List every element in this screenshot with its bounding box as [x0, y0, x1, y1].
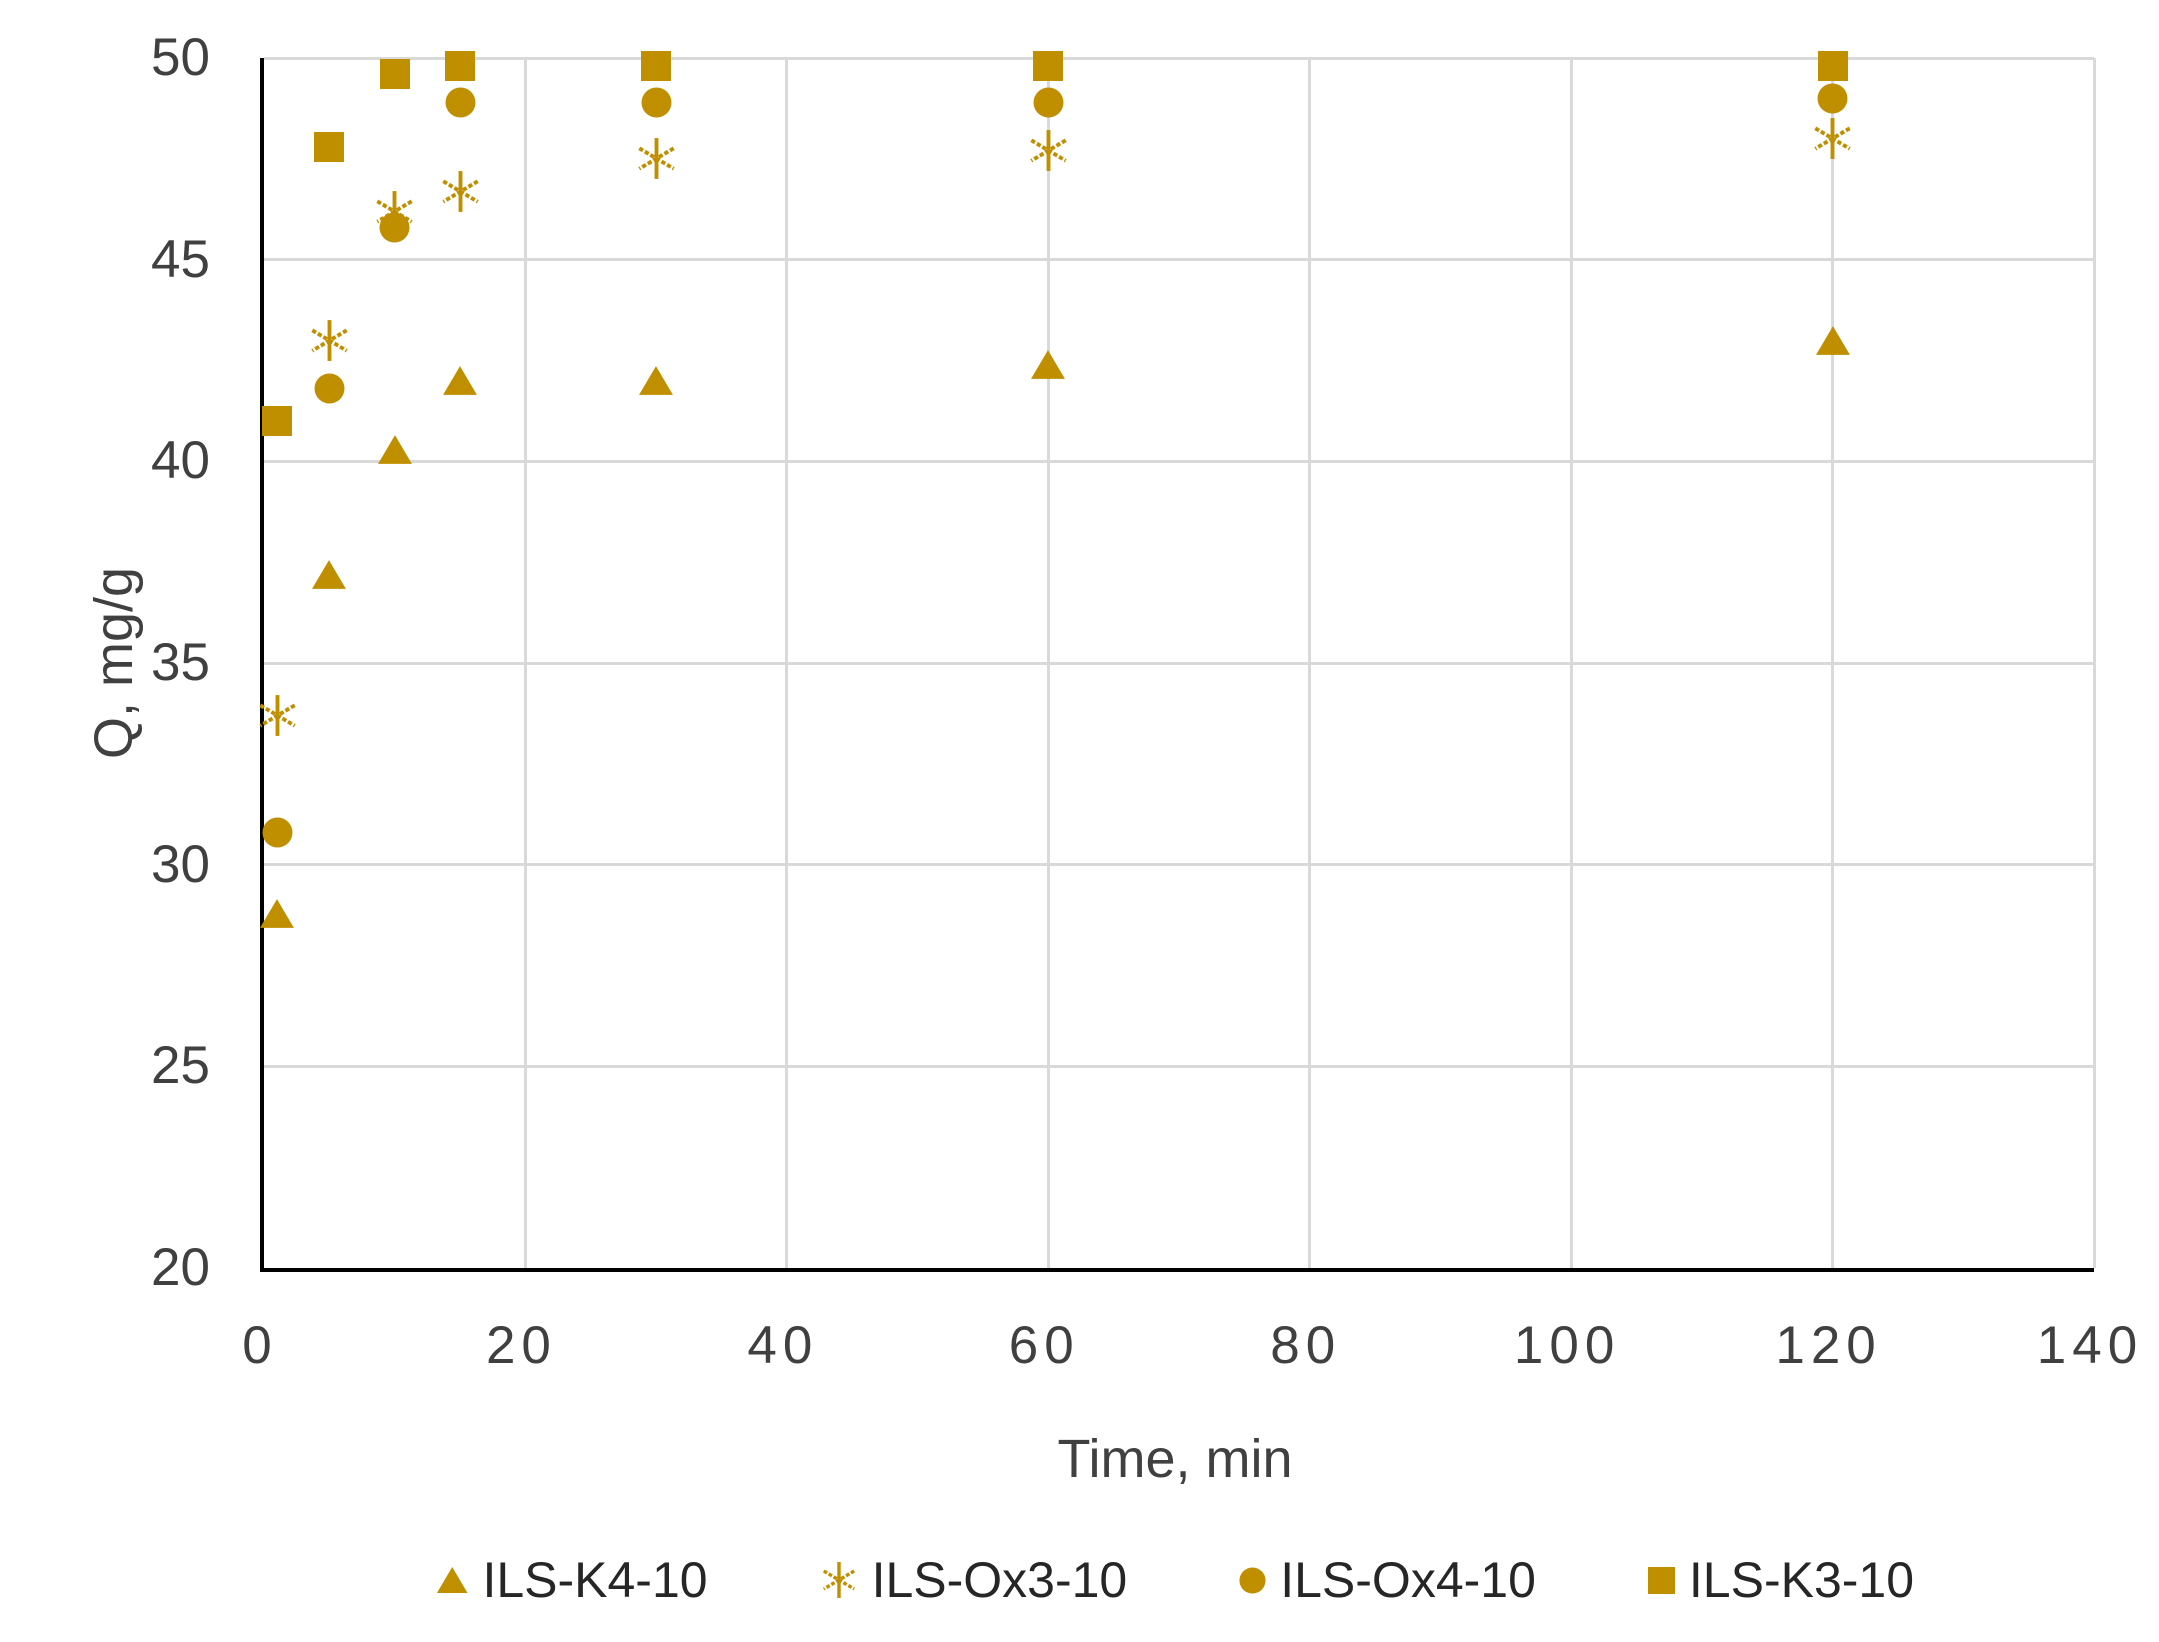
data-point-triangle: [638, 365, 674, 396]
legend-entry-ILS-K3-10: ILS-K3-10: [1647, 1552, 1915, 1608]
data-point-square: [445, 51, 476, 82]
data-point-circle: [445, 87, 476, 118]
x-gridline: [1831, 58, 1835, 1268]
y-tick-label: 20: [151, 1238, 210, 1297]
y-gridline: [264, 56, 2094, 60]
data-point-circle: [379, 212, 410, 243]
x-tick-label: 60: [1008, 1316, 1080, 1375]
data-point-circle: [641, 87, 672, 118]
legend-label: ILS-K3-10: [1688, 1552, 1915, 1608]
legend-label: ILS-Ox4-10: [1280, 1552, 1536, 1608]
x-tick-label: 140: [2036, 1316, 2144, 1375]
data-point-asterisk: [256, 694, 299, 737]
data-point-circle: [262, 817, 293, 848]
data-point-triangle: [1030, 349, 1066, 380]
triangle-icon: [436, 1566, 468, 1594]
data-point-asterisk: [439, 170, 482, 213]
x-gridline: [1308, 58, 1312, 1268]
y-tick-label: 50: [151, 28, 210, 87]
y-tick-label: 45: [151, 229, 210, 289]
y-tick-label: 40: [151, 431, 210, 491]
legend-label: ILS-Ox3-10: [871, 1552, 1128, 1608]
data-point-asterisk: [308, 319, 351, 362]
y-gridline: [264, 258, 2094, 262]
data-point-triangle: [1815, 325, 1851, 356]
y-gridline: [264, 1064, 2094, 1068]
data-point-asterisk: [1027, 129, 1070, 172]
x-tick-label: 0: [242, 1316, 278, 1375]
asterisk-icon: [820, 1561, 858, 1599]
data-point-square: [314, 131, 345, 162]
x-gridline: [785, 58, 789, 1268]
square-icon: [1647, 1566, 1675, 1594]
x-gridline: [2092, 58, 2096, 1268]
y-tick-label: 25: [151, 1036, 210, 1096]
x-gridline: [523, 58, 527, 1268]
data-point-circle: [1817, 83, 1848, 114]
data-point-square: [1033, 51, 1064, 82]
data-point-circle: [1033, 87, 1064, 118]
legend-entry-ILS-K4-10: ILS-K4-10: [436, 1552, 708, 1608]
legend-entry-ILS-Ox4-10: ILS-Ox4-10: [1239, 1552, 1536, 1608]
x-gridline: [1569, 58, 1573, 1268]
data-point-triangle: [311, 559, 347, 590]
plot-area: [258, 51, 2096, 1272]
y-tick-label: 30: [151, 834, 210, 894]
y-gridline: [264, 661, 2094, 665]
data-point-square: [1817, 51, 1848, 82]
y-gridline: [264, 459, 2094, 463]
legend-label: ILS-K4-10: [482, 1552, 708, 1608]
x-tick-label: 20: [485, 1316, 557, 1375]
x-tick-label: 40: [747, 1316, 819, 1375]
data-point-square: [641, 51, 672, 82]
data-point-asterisk: [1811, 117, 1854, 160]
data-point-asterisk: [635, 137, 678, 180]
data-point-square: [262, 406, 293, 436]
legend: ILS-K4-10 ILS-Ox3-10 ILS-Ox4-10 ILS-K3-10: [260, 1552, 2090, 1608]
x-tick-label: 120: [1775, 1316, 1882, 1375]
data-point-triangle: [377, 434, 413, 465]
x-axis-title: Time, min: [1057, 1429, 1293, 1489]
x-gridline: [1046, 58, 1050, 1268]
data-point-triangle: [442, 365, 478, 396]
data-point-circle: [314, 373, 345, 404]
data-point-triangle: [259, 898, 295, 929]
circle-icon: [1239, 1566, 1266, 1594]
x-tick-label: 80: [1270, 1316, 1342, 1375]
legend-entry-ILS-Ox3-10: ILS-Ox3-10: [820, 1552, 1128, 1608]
data-point-square: [379, 59, 410, 90]
x-tick-label: 100: [1513, 1316, 1621, 1375]
y-tick-label: 35: [151, 633, 210, 692]
y-gridline: [264, 863, 2094, 867]
